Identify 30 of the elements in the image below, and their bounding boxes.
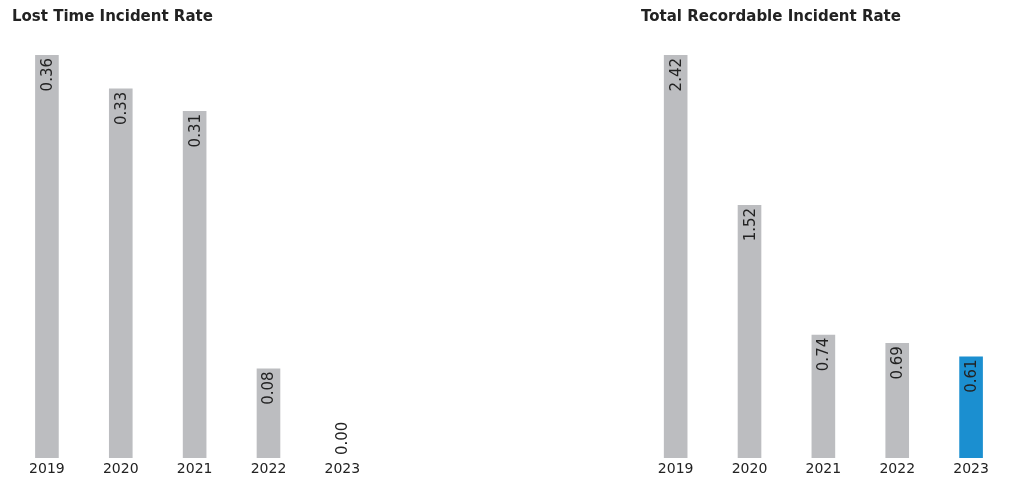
- bar: [885, 343, 910, 458]
- x-tick-label: 2019: [29, 460, 65, 476]
- x-tick-label: 2020: [731, 460, 768, 476]
- data-label: 0.33: [111, 91, 130, 125]
- x-tick-label: 2019: [657, 460, 694, 476]
- bar: [663, 55, 688, 458]
- data-label: 0.31: [185, 113, 204, 148]
- data-label: 0.69: [888, 346, 907, 380]
- bar: [35, 55, 59, 458]
- x-tick-label: 2022: [879, 460, 916, 476]
- data-label: 0.74: [814, 337, 833, 372]
- bar: [108, 88, 133, 458]
- bar: [959, 356, 983, 458]
- data-label: 0.61: [962, 359, 981, 393]
- x-tick-label: 2022: [250, 460, 287, 476]
- bar: [737, 204, 762, 458]
- data-label: 0.36: [37, 58, 56, 92]
- data-label: 0.00: [333, 421, 352, 455]
- x-tick-label: 2020: [102, 460, 139, 476]
- data-label: 0.08: [259, 371, 278, 405]
- x-tick-label: 2023: [324, 460, 361, 476]
- chart-title: Total Recordable Incident Rate: [641, 7, 901, 25]
- data-label: 1.52: [740, 207, 759, 242]
- x-tick-label: 2023: [953, 460, 989, 476]
- bar: [182, 110, 207, 458]
- x-tick-label: 2021: [176, 460, 213, 476]
- x-tick-label: 2021: [805, 460, 842, 476]
- bar: [811, 334, 836, 458]
- chart-title: Lost Time Incident Rate: [12, 7, 213, 25]
- data-label: 2.42: [666, 58, 685, 92]
